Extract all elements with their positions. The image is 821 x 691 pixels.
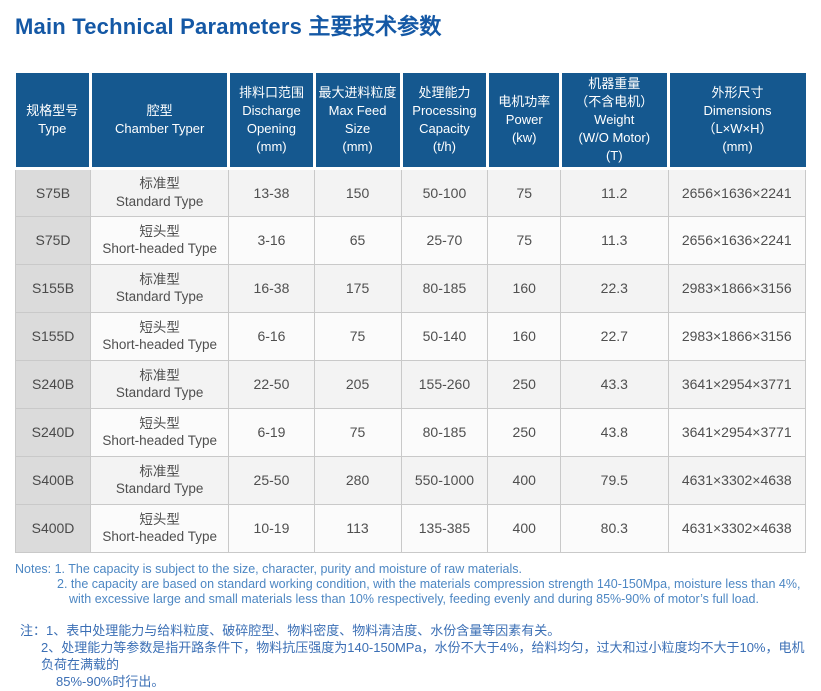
- discharge-cell: 10-19: [228, 503, 315, 553]
- type-cell: S240D: [14, 407, 92, 457]
- feed-size-cell: 175: [313, 263, 402, 313]
- type-cell: S240B: [14, 359, 92, 409]
- table-row: S155B 标准型 Standard Type 16-38 175 80-185 160 2…: [14, 263, 806, 313]
- feed-size-cell: 280: [313, 455, 402, 505]
- note-line-zh-3: 85%-90%时行出。: [56, 674, 165, 690]
- type-cell: S400D: [14, 503, 92, 553]
- type-cell: S75D: [14, 215, 92, 265]
- capacity-cell: 50-100: [400, 167, 489, 217]
- type-cell: S155D: [14, 311, 92, 361]
- dimensions-cell: 2656×1636×2241: [667, 167, 806, 217]
- discharge-cell: 6-16: [228, 311, 315, 361]
- note-line-zh-2: 2、处理能力等参数是指开路条件下，物料抗压强度为140-150MPa，水份不大于…: [41, 640, 805, 673]
- table-row: S240B 标准型 Standard Type 22-50 205 155-260 250…: [14, 359, 806, 409]
- chamber-cell: 标准型 Standard Type: [90, 455, 230, 505]
- power-cell: 160: [487, 311, 562, 361]
- type-cell: S155B: [14, 263, 92, 313]
- note-line-en-3: with excessive large and small materials…: [69, 592, 759, 607]
- note-line-en-2: 2. the capacity are based on standard wo…: [57, 576, 801, 591]
- weight-cell: 80.3: [560, 503, 669, 553]
- power-cell: 250: [487, 359, 562, 409]
- chamber-cell: 短头型 Short-headed Type: [90, 503, 230, 553]
- page-title: Main Technical Parameters 主要技术参数: [15, 14, 442, 39]
- capacity-cell: 80-185: [400, 263, 489, 313]
- capacity-cell: 135-385: [400, 503, 489, 553]
- table-row: S240D 短头型 Short-headed Type 6-19 75 80-185 25…: [14, 407, 806, 457]
- header-cell-capacity: 处理能力 Processing Capacity (t/h): [399, 73, 490, 170]
- dimensions-cell: 3641×2954×3771: [667, 359, 806, 409]
- weight-cell: 79.5: [560, 455, 669, 505]
- header-row: 规格型号 Type 腔型 Chamber Typer 排料口范围 Dischar…: [15, 73, 806, 170]
- power-cell: 400: [487, 455, 562, 505]
- feed-size-cell: 113: [313, 503, 402, 553]
- capacity-cell: 155-260: [400, 359, 489, 409]
- table-row: S155D 短头型 Short-headed Type 6-16 75 50-140 16…: [14, 311, 806, 361]
- discharge-cell: 3-16: [228, 215, 315, 265]
- feed-size-cell: 205: [313, 359, 402, 409]
- chamber-cell: 短头型 Short-headed Type: [90, 215, 230, 265]
- technical-parameters-table: 规格型号 Type 腔型 Chamber Typer 排料口范围 Dischar…: [14, 73, 806, 553]
- capacity-cell: 25-70: [400, 215, 489, 265]
- dimensions-cell: 4631×3302×4638: [667, 503, 806, 553]
- header-cell-weight: 机器重量 （不含电机） Weight (W/O Motor) (T): [559, 73, 670, 170]
- dimensions-cell: 2983×1866×3156: [667, 311, 806, 361]
- dimensions-cell: 2983×1866×3156: [667, 263, 806, 313]
- weight-cell: 22.7: [560, 311, 669, 361]
- feed-size-cell: 75: [313, 407, 402, 457]
- weight-cell: 11.2: [560, 167, 669, 217]
- chamber-cell: 短头型 Short-headed Type: [90, 311, 230, 361]
- notes-chinese: 注：1、表中处理能力与给料粒度、破碎腔型、物料密度、物料清洁度、水份含量等因素有…: [15, 623, 806, 691]
- power-cell: 400: [487, 503, 562, 553]
- dimensions-cell: 4631×3302×4638: [667, 455, 806, 505]
- discharge-cell: 6-19: [228, 407, 315, 457]
- header-cell-power: 电机功率 Power (kw): [486, 73, 563, 170]
- weight-cell: 43.3: [560, 359, 669, 409]
- power-cell: 160: [487, 263, 562, 313]
- note-line-en-1: Notes: 1. The capacity is subject to the…: [15, 561, 522, 576]
- power-cell: 75: [487, 215, 562, 265]
- capacity-cell: 80-185: [400, 407, 489, 457]
- chamber-cell: 标准型 Standard Type: [90, 263, 230, 313]
- header-cell-dimensions: 外形尺寸 Dimensions （L×W×H） (mm): [666, 73, 806, 170]
- table-row: S400B 标准型 Standard Type 25-50 280 550-1000 40…: [14, 455, 806, 505]
- weight-cell: 22.3: [560, 263, 669, 313]
- header-cell-chamber: 腔型 Chamber Typer: [89, 73, 231, 170]
- table-row: S75B 标准型 Standard Type 13-38 150 50-100 75 11.…: [14, 167, 806, 217]
- discharge-cell: 13-38: [228, 167, 315, 217]
- chamber-cell: 标准型 Standard Type: [90, 359, 230, 409]
- discharge-cell: 22-50: [228, 359, 315, 409]
- capacity-cell: 550-1000: [400, 455, 489, 505]
- notes-english: Notes: 1. The capacity is subject to the…: [15, 562, 806, 608]
- feed-size-cell: 75: [313, 311, 402, 361]
- header-cell-discharge: 排料口范围 Discharge Opening (mm): [227, 73, 316, 170]
- note-line-zh-1: 注：1、表中处理能力与给料粒度、破碎腔型、物料密度、物料清洁度、水份含量等因素有…: [20, 623, 561, 639]
- header-cell-feed-size: 最大进料粒度 Max Feed Size (mm): [312, 73, 403, 170]
- table-body: S75B 标准型 Standard Type 13-38 150 50-100 75 11.…: [14, 167, 806, 553]
- discharge-cell: 16-38: [228, 263, 315, 313]
- chamber-cell: 短头型 Short-headed Type: [90, 407, 230, 457]
- table-row: S75D 短头型 Short-headed Type 3-16 65 25-70 75 11…: [14, 215, 806, 265]
- weight-cell: 43.8: [560, 407, 669, 457]
- table-row: S400D 短头型 Short-headed Type 10-19 113 135-38…: [14, 503, 806, 553]
- capacity-cell: 50-140: [400, 311, 489, 361]
- dimensions-cell: 2656×1636×2241: [667, 215, 806, 265]
- discharge-cell: 25-50: [228, 455, 315, 505]
- power-cell: 75: [487, 167, 562, 217]
- power-cell: 250: [487, 407, 562, 457]
- feed-size-cell: 150: [313, 167, 402, 217]
- type-cell: S75B: [14, 167, 92, 217]
- feed-size-cell: 65: [313, 215, 402, 265]
- dimensions-cell: 3641×2954×3771: [667, 407, 806, 457]
- chamber-cell: 标准型 Standard Type: [90, 167, 230, 217]
- type-cell: S400B: [14, 455, 92, 505]
- table-header: 规格型号 Type 腔型 Chamber Typer 排料口范围 Dischar…: [15, 73, 806, 170]
- weight-cell: 11.3: [560, 215, 669, 265]
- header-cell-type: 规格型号 Type: [15, 73, 93, 170]
